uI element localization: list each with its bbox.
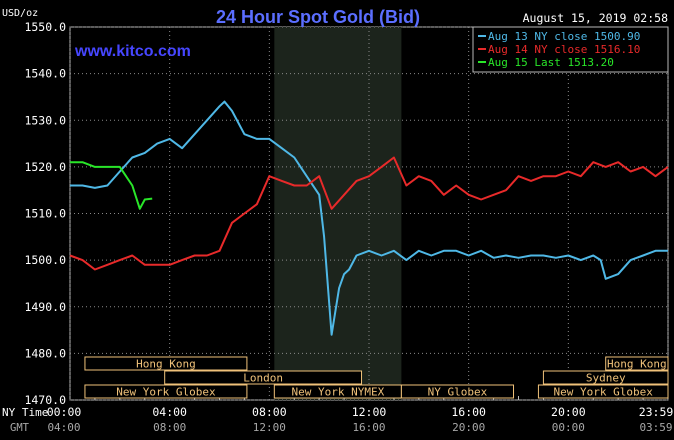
session-box [400, 384, 515, 399]
x-tick-label-ny: 00:00 [47, 405, 82, 419]
y-tick-label: 1520.0 [24, 160, 66, 174]
y-tick-label: 1550.0 [24, 20, 66, 34]
session-box [164, 370, 363, 385]
legend-box [472, 26, 669, 73]
x-tick-label-gmt: 00:00 [552, 421, 585, 434]
price-series [69, 100, 669, 336]
session-label: Sydney [586, 372, 626, 385]
series-line [69, 156, 669, 271]
x-tick-label-gmt: 03:59 [639, 421, 672, 434]
gmt-row-label: GMT [10, 422, 30, 434]
x-tick-label-gmt: 12:00 [253, 421, 286, 434]
x-tick-label-ny: 12:00 [352, 405, 387, 419]
session-label: London [243, 372, 283, 385]
series-line [70, 161, 153, 210]
y-tick-label: 1490.0 [24, 300, 66, 314]
session-box [537, 384, 669, 399]
x-tick-label-ny: 23:59 [639, 405, 674, 419]
ny-time-row-label: NY Time [2, 406, 48, 419]
session-label: Hong Kong [136, 358, 196, 371]
chart-title: 24 Hour Spot Gold (Bid) [216, 7, 420, 27]
legend-entry: Aug 14 NY close 1516.10 [488, 43, 640, 56]
legend-entry: Aug 13 NY close 1500.90 [488, 30, 640, 43]
y-tick-label: 1480.0 [24, 346, 66, 360]
y-tick-label: 1540.0 [24, 67, 66, 81]
series-line [70, 100, 668, 336]
x-tick-label-gmt: 20:00 [452, 421, 485, 434]
x-tick-label-gmt: 16:00 [352, 421, 385, 434]
x-tick-label-gmt: 08:00 [153, 421, 186, 434]
y-tick-label: 1500.0 [24, 253, 66, 267]
x-axis-ticks: NY Time GMT 00:00 04:00 04:00 08:00 08:00 12:00… [2, 405, 673, 434]
session-box [84, 384, 248, 399]
session-box [84, 356, 248, 371]
session-label: New York Globex [116, 386, 216, 399]
x-tick-label-ny: 08:00 [252, 405, 287, 419]
session-box [542, 370, 669, 385]
session-label: New York Globex [554, 386, 654, 399]
session-box [605, 356, 669, 371]
x-tick-label-gmt: 04:00 [47, 421, 80, 434]
y-tick-label: 1530.0 [24, 113, 66, 127]
y-axis-ticks: 1550.0 1540.0 1530.0 1520.0 1510.0 1500.0 1490… [24, 20, 66, 407]
unit-label: USD/oz [2, 8, 38, 19]
nymex-session-shade [274, 27, 402, 400]
session-label: NY Globex [428, 386, 488, 399]
watermark: www.kitco.com [74, 43, 191, 60]
session-label: New York NYMEX [291, 386, 384, 399]
y-tick-label: 1510.0 [24, 207, 66, 221]
chart-date: August 15, 2019 02:58 [523, 11, 668, 25]
legend-entry: Aug 15 Last 1513.20 [488, 56, 614, 69]
session-label: Hong Kong [607, 358, 667, 371]
x-tick-label-ny: 04:00 [152, 405, 187, 419]
y-tick-label: 1470.0 [24, 393, 66, 407]
x-tick-label-ny: 20:00 [551, 405, 586, 419]
x-tick-label-ny: 16:00 [451, 405, 486, 419]
